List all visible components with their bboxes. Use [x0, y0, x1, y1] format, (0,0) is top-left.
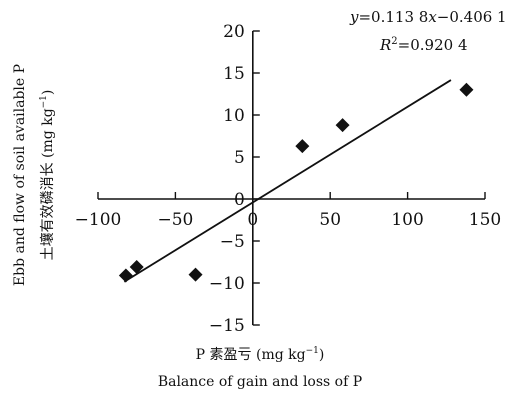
data-point	[335, 118, 350, 133]
y-tick-label: 5	[234, 148, 245, 168]
x-tick-label: 100	[391, 210, 423, 230]
x-axis-title-cn: P 素盈亏 (mg kg−1)	[196, 346, 325, 363]
r-squared: R2=0.920 4	[379, 36, 468, 54]
y-tick-label: −15	[209, 316, 245, 336]
y-tick-label: 10	[223, 106, 245, 126]
y-tick-label: 0	[234, 190, 245, 210]
y-tick-label: 20	[223, 22, 245, 42]
x-ticks: −100 −50 0 50 100 150	[75, 192, 501, 230]
x-axis-title-en: Balance of gain and loss of P	[158, 374, 362, 390]
trend-line	[123, 79, 452, 283]
data-point	[188, 267, 203, 282]
data-point	[129, 260, 144, 275]
y-tick-label: −10	[209, 274, 245, 294]
y-tick-label: 15	[223, 64, 245, 84]
x-tick-label: 0	[247, 210, 258, 230]
x-tick-label: −50	[157, 210, 193, 230]
x-tick-label: 50	[319, 210, 341, 230]
data-point	[295, 139, 310, 154]
y-axis-title-cn: 土壤有效磷消长 (mg kg−1)	[39, 90, 56, 261]
x-tick-label: −100	[75, 210, 122, 230]
data-points	[118, 82, 474, 283]
axes	[98, 31, 485, 325]
x-tick-label: 150	[469, 210, 501, 230]
y-axis-title-en: Ebb and flow of soil available P	[12, 64, 28, 286]
data-point	[118, 268, 133, 283]
y-tick-label: −5	[220, 232, 245, 252]
regression-equation: y=0.113 8x−0.406 1	[349, 8, 507, 26]
data-point	[459, 82, 474, 97]
